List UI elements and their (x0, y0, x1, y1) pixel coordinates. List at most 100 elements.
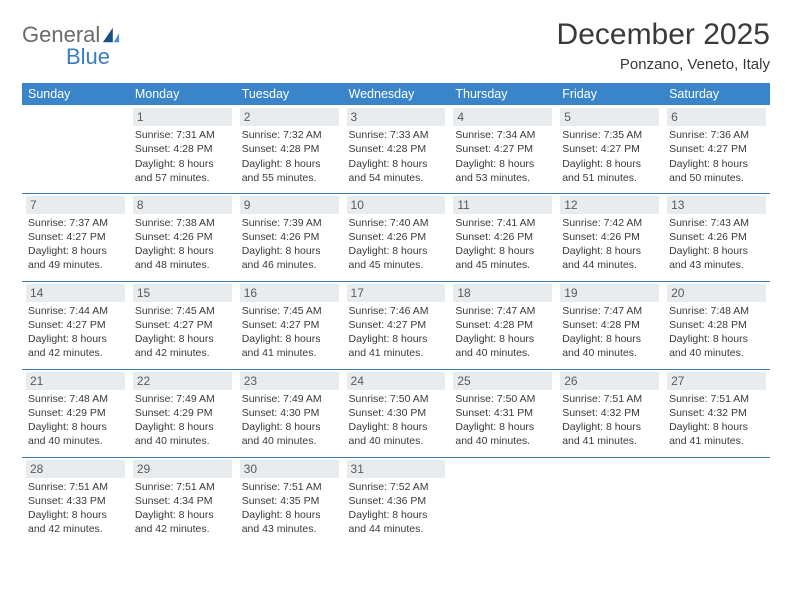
day-details: Sunrise: 7:51 AMSunset: 4:35 PMDaylight:… (240, 480, 339, 537)
title-block: December 2025 Ponzano, Veneto, Italy (557, 18, 770, 73)
day-details: Sunrise: 7:33 AMSunset: 4:28 PMDaylight:… (347, 128, 446, 185)
calendar-cell (556, 457, 663, 545)
day-number: 5 (560, 108, 659, 126)
calendar-week: 21 Sunrise: 7:48 AMSunset: 4:29 PMDayligh… (22, 369, 770, 457)
day-details: Sunrise: 7:49 AMSunset: 4:30 PMDaylight:… (240, 392, 339, 449)
calendar-body: 1Sunrise: 7:31 AMSunset: 4:28 PMDaylight… (22, 105, 770, 545)
calendar-cell: 19 Sunrise: 7:47 AMSunset: 4:28 PMDayligh… (556, 281, 663, 369)
day-number: 20 (667, 284, 766, 302)
calendar-cell: 27 Sunrise: 7:51 AMSunset: 4:32 PMDayligh… (663, 369, 770, 457)
day-details: Sunrise: 7:47 AMSunset: 4:28 PMDaylight:… (560, 304, 659, 361)
calendar-week: 7Sunrise: 7:37 AMSunset: 4:27 PMDaylight… (22, 193, 770, 281)
calendar-table: SundayMondayTuesdayWednesdayThursdayFrid… (22, 83, 770, 545)
day-number: 28 (26, 460, 125, 478)
calendar-cell: 23Sunrise: 7:49 AMSunset: 4:30 PMDayligh… (236, 369, 343, 457)
day-details: Sunrise: 7:52 AMSunset: 4:36 PMDaylight:… (347, 480, 446, 537)
day-details: Sunrise: 7:45 AMSunset: 4:27 PMDaylight:… (133, 304, 232, 361)
day-header: Saturday (663, 83, 770, 105)
calendar-cell: 8Sunrise: 7:38 AMSunset: 4:26 PMDaylight… (129, 193, 236, 281)
day-number: 15 (133, 284, 232, 302)
location: Ponzano, Veneto, Italy (557, 56, 770, 73)
day-details: Sunrise: 7:40 AMSunset: 4:26 PMDaylight:… (347, 216, 446, 273)
month-title: December 2025 (557, 18, 770, 52)
day-details: Sunrise: 7:51 AMSunset: 4:32 PMDaylight:… (560, 392, 659, 449)
calendar-cell: 2 Sunrise: 7:32 AMSunset: 4:28 PMDaylight… (236, 105, 343, 193)
day-number: 10 (347, 196, 446, 214)
day-number: 26 (560, 372, 659, 390)
day-details: Sunrise: 7:48 AMSunset: 4:29 PMDaylight:… (26, 392, 125, 449)
calendar-week: 28 Sunrise: 7:51 AMSunset: 4:33 PMDayligh… (22, 457, 770, 545)
day-header: Monday (129, 83, 236, 105)
calendar-page: GeneralBlue December 2025 Ponzano, Venet… (0, 0, 792, 563)
day-details: Sunrise: 7:50 AMSunset: 4:30 PMDaylight:… (347, 392, 446, 449)
day-details: Sunrise: 7:37 AMSunset: 4:27 PMDaylight:… (26, 216, 125, 273)
calendar-week: 14 Sunrise: 7:44 AMSunset: 4:27 PMDayligh… (22, 281, 770, 369)
day-number: 13 (667, 196, 766, 214)
calendar-cell: 3 Sunrise: 7:33 AMSunset: 4:28 PMDaylight… (343, 105, 450, 193)
calendar-cell: 9 Sunrise: 7:39 AMSunset: 4:26 PMDaylight… (236, 193, 343, 281)
day-number: 9 (240, 196, 339, 214)
day-number: 22 (133, 372, 232, 390)
day-details: Sunrise: 7:42 AMSunset: 4:26 PMDaylight:… (560, 216, 659, 273)
day-number: 18 (453, 284, 552, 302)
day-number: 17 (347, 284, 446, 302)
day-number: 30 (240, 460, 339, 478)
day-number: 21 (26, 372, 125, 390)
day-details: Sunrise: 7:51 AMSunset: 4:33 PMDaylight:… (26, 480, 125, 537)
calendar-cell: 31Sunrise: 7:52 AMSunset: 4:36 PMDayligh… (343, 457, 450, 545)
header: GeneralBlue December 2025 Ponzano, Venet… (22, 18, 770, 73)
day-number: 25 (453, 372, 552, 390)
day-header: Wednesday (343, 83, 450, 105)
day-number: 19 (560, 284, 659, 302)
day-details: Sunrise: 7:35 AMSunset: 4:27 PMDaylight:… (560, 128, 659, 185)
calendar-cell: 29Sunrise: 7:51 AMSunset: 4:34 PMDayligh… (129, 457, 236, 545)
calendar-cell (663, 457, 770, 545)
sail-icon (101, 26, 121, 48)
calendar-cell: 24 Sunrise: 7:50 AMSunset: 4:30 PMDayligh… (343, 369, 450, 457)
calendar-cell: 7Sunrise: 7:37 AMSunset: 4:27 PMDaylight… (22, 193, 129, 281)
calendar-cell: 26 Sunrise: 7:51 AMSunset: 4:32 PMDayligh… (556, 369, 663, 457)
calendar-cell: 14 Sunrise: 7:44 AMSunset: 4:27 PMDayligh… (22, 281, 129, 369)
day-details: Sunrise: 7:47 AMSunset: 4:28 PMDaylight:… (453, 304, 552, 361)
day-details: Sunrise: 7:36 AMSunset: 4:27 PMDaylight:… (667, 128, 766, 185)
calendar-cell: 22Sunrise: 7:49 AMSunset: 4:29 PMDayligh… (129, 369, 236, 457)
day-number: 8 (133, 196, 232, 214)
day-number: 11 (453, 196, 552, 214)
logo: GeneralBlue (22, 24, 123, 68)
calendar-cell: 13Sunrise: 7:43 AMSunset: 4:26 PMDayligh… (663, 193, 770, 281)
day-details: Sunrise: 7:50 AMSunset: 4:31 PMDaylight:… (453, 392, 552, 449)
calendar-cell: 15 Sunrise: 7:45 AMSunset: 4:27 PMDayligh… (129, 281, 236, 369)
day-details: Sunrise: 7:44 AMSunset: 4:27 PMDaylight:… (26, 304, 125, 361)
day-details: Sunrise: 7:32 AMSunset: 4:28 PMDaylight:… (240, 128, 339, 185)
calendar-cell: 16 Sunrise: 7:45 AMSunset: 4:27 PMDayligh… (236, 281, 343, 369)
day-header: Sunday (22, 83, 129, 105)
day-number: 12 (560, 196, 659, 214)
calendar-week: 1Sunrise: 7:31 AMSunset: 4:28 PMDaylight… (22, 105, 770, 193)
day-details: Sunrise: 7:34 AMSunset: 4:27 PMDaylight:… (453, 128, 552, 185)
day-number: 27 (667, 372, 766, 390)
day-number: 6 (667, 108, 766, 126)
day-number: 3 (347, 108, 446, 126)
calendar-cell: 1Sunrise: 7:31 AMSunset: 4:28 PMDaylight… (129, 105, 236, 193)
calendar-cell: 10 Sunrise: 7:40 AMSunset: 4:26 PMDayligh… (343, 193, 450, 281)
day-number: 4 (453, 108, 552, 126)
day-header: Friday (556, 83, 663, 105)
calendar-cell: 12 Sunrise: 7:42 AMSunset: 4:26 PMDayligh… (556, 193, 663, 281)
calendar-header-row: SundayMondayTuesdayWednesdayThursdayFrid… (22, 83, 770, 105)
day-number: 16 (240, 284, 339, 302)
day-number: 14 (26, 284, 125, 302)
day-details: Sunrise: 7:51 AMSunset: 4:34 PMDaylight:… (133, 480, 232, 537)
day-details: Sunrise: 7:46 AMSunset: 4:27 PMDaylight:… (347, 304, 446, 361)
day-number: 2 (240, 108, 339, 126)
calendar-cell: 28 Sunrise: 7:51 AMSunset: 4:33 PMDayligh… (22, 457, 129, 545)
calendar-cell (22, 105, 129, 193)
day-number: 24 (347, 372, 446, 390)
day-details: Sunrise: 7:51 AMSunset: 4:32 PMDaylight:… (667, 392, 766, 449)
day-details: Sunrise: 7:45 AMSunset: 4:27 PMDaylight:… (240, 304, 339, 361)
day-details: Sunrise: 7:39 AMSunset: 4:26 PMDaylight:… (240, 216, 339, 273)
day-details: Sunrise: 7:41 AMSunset: 4:26 PMDaylight:… (453, 216, 552, 273)
day-number: 1 (133, 108, 232, 126)
calendar-cell: 30 Sunrise: 7:51 AMSunset: 4:35 PMDayligh… (236, 457, 343, 545)
calendar-cell (449, 457, 556, 545)
calendar-cell: 6 Sunrise: 7:36 AMSunset: 4:27 PMDaylight… (663, 105, 770, 193)
